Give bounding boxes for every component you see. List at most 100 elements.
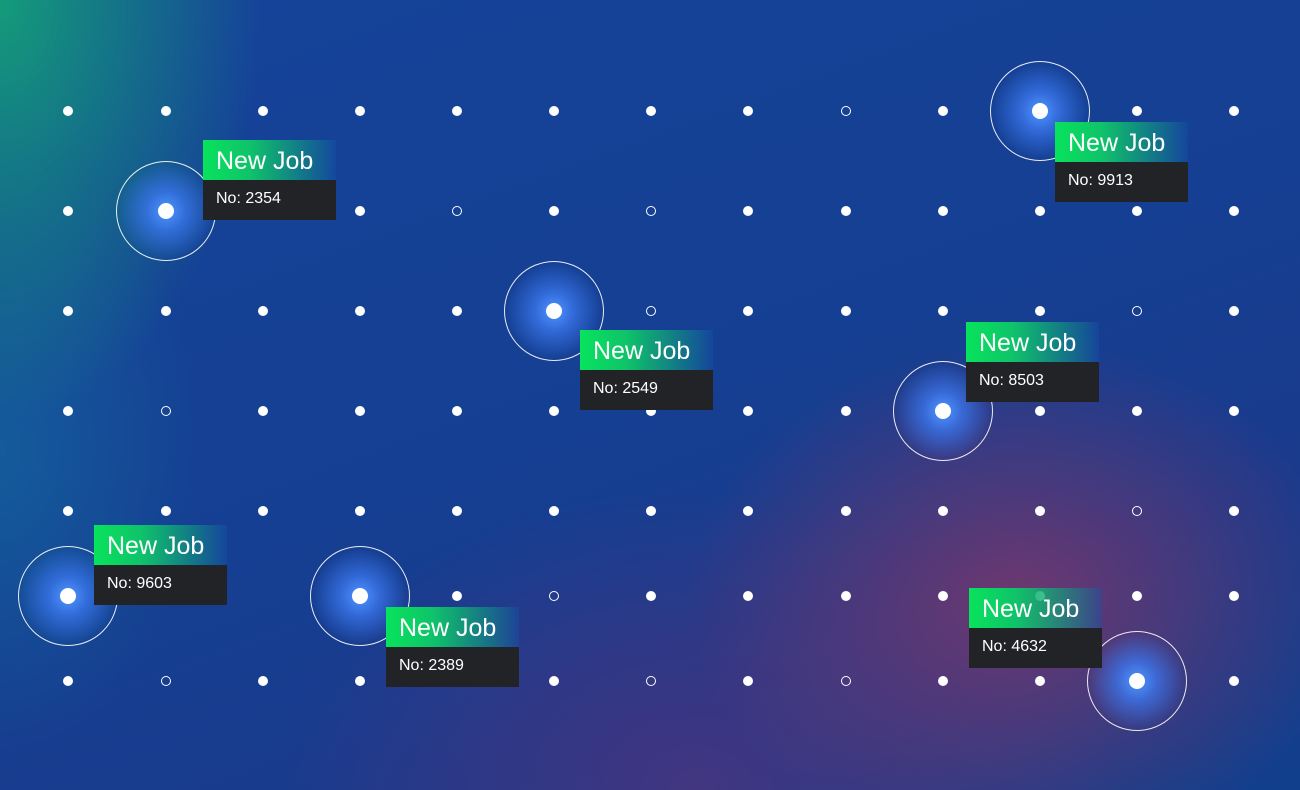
job-number: 9913 [1097, 172, 1133, 189]
grid-dot [63, 206, 73, 216]
grid-dot [841, 591, 851, 601]
hollow-grid-dot [1132, 506, 1142, 516]
job-card-number: No: 9603 [94, 565, 227, 605]
grid-dot [1229, 206, 1239, 216]
grid-dot [841, 206, 851, 216]
grid-dot [1035, 206, 1045, 216]
job-card[interactable]: New Job No: 2549 [580, 330, 713, 410]
grid-dot [938, 106, 948, 116]
grid-dot [63, 306, 73, 316]
job-card-title: New Job [580, 330, 713, 370]
job-number: 2389 [428, 657, 464, 674]
grid-dot [1132, 591, 1142, 601]
grid-dot [355, 676, 365, 686]
job-number: 2354 [245, 190, 281, 207]
grid-dot [841, 406, 851, 416]
grid-dot [743, 306, 753, 316]
job-card-title: New Job [1055, 122, 1188, 162]
job-node[interactable] [116, 161, 216, 261]
job-number-prefix: No: [982, 638, 1012, 655]
grid-dot [355, 506, 365, 516]
node-core-dot [1129, 673, 1145, 689]
grid-dot [1035, 676, 1045, 686]
job-card-number: No: 2549 [580, 370, 713, 410]
grid-dot [452, 306, 462, 316]
grid-dot [646, 591, 656, 601]
node-core-dot [60, 588, 76, 604]
grid-dot [743, 506, 753, 516]
grid-dot [258, 676, 268, 686]
grid-dot [938, 206, 948, 216]
grid-dot [938, 306, 948, 316]
grid-dot [258, 406, 268, 416]
grid-dot [452, 406, 462, 416]
grid-dot [743, 206, 753, 216]
grid-dot [549, 406, 559, 416]
node-core-dot [935, 403, 951, 419]
grid-dot [743, 676, 753, 686]
grid-dot [1229, 591, 1239, 601]
job-number-prefix: No: [107, 575, 137, 592]
grid-dot [646, 506, 656, 516]
grid-dot [63, 106, 73, 116]
hollow-grid-dot [1132, 306, 1142, 316]
grid-dot [258, 306, 268, 316]
node-core-dot [1032, 103, 1048, 119]
grid-dot [355, 206, 365, 216]
hollow-grid-dot [646, 206, 656, 216]
job-card-number: No: 2389 [386, 647, 519, 687]
grid-dot [1035, 306, 1045, 316]
job-card-number: No: 2354 [203, 180, 336, 220]
job-number-prefix: No: [593, 380, 623, 397]
job-card[interactable]: New Job No: 9913 [1055, 122, 1188, 202]
grid-dot [1132, 106, 1142, 116]
job-card-number: No: 4632 [969, 628, 1102, 668]
grid-dot [841, 506, 851, 516]
grid-dot [258, 106, 268, 116]
job-card-title: New Job [969, 588, 1102, 628]
hollow-grid-dot [452, 206, 462, 216]
job-card[interactable]: New Job No: 2354 [203, 140, 336, 220]
grid-dot [646, 106, 656, 116]
grid-dot [355, 406, 365, 416]
job-card[interactable]: New Job No: 8503 [966, 322, 1099, 402]
node-core-dot [352, 588, 368, 604]
grid-dot [63, 676, 73, 686]
grid-dot [938, 676, 948, 686]
grid-dot [549, 676, 559, 686]
job-card-title: New Job [966, 322, 1099, 362]
hollow-grid-dot [841, 106, 851, 116]
job-number: 9603 [136, 575, 172, 592]
grid-dot [743, 591, 753, 601]
job-number: 4632 [1011, 638, 1047, 655]
hollow-grid-dot [161, 676, 171, 686]
grid-dot [1132, 206, 1142, 216]
job-number-prefix: No: [1068, 172, 1098, 189]
grid-dot [258, 506, 268, 516]
grid-dot [1229, 306, 1239, 316]
job-number: 8503 [1008, 372, 1044, 389]
job-number-prefix: No: [979, 372, 1009, 389]
job-card-number: No: 9913 [1055, 162, 1188, 202]
job-number: 2549 [622, 380, 658, 397]
job-card[interactable]: New Job No: 9603 [94, 525, 227, 605]
grid-dot [646, 406, 656, 416]
job-card[interactable]: New Job No: 2389 [386, 607, 519, 687]
job-node[interactable] [1087, 631, 1187, 731]
grid-dot [1229, 106, 1239, 116]
grid-dot [1132, 406, 1142, 416]
grid-dot [452, 106, 462, 116]
grid-dot [938, 591, 948, 601]
grid-dot [1035, 406, 1045, 416]
hollow-grid-dot [646, 306, 656, 316]
node-core-dot [158, 203, 174, 219]
hollow-grid-dot [841, 676, 851, 686]
job-number-prefix: No: [399, 657, 429, 674]
job-card[interactable]: New Job No: 4632 [969, 588, 1102, 668]
grid-dot [743, 406, 753, 416]
grid-dot [1229, 676, 1239, 686]
node-core-dot [546, 303, 562, 319]
job-number-prefix: No: [216, 190, 246, 207]
grid-dot [63, 406, 73, 416]
grid-dot [452, 506, 462, 516]
